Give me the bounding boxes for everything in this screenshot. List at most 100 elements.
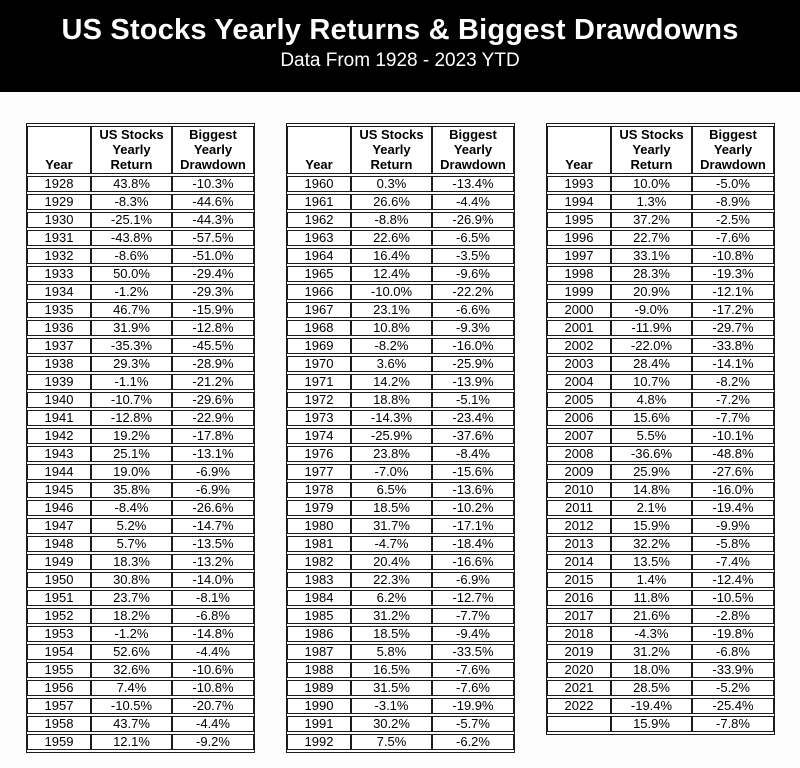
return-cell: 11.8%: [611, 590, 692, 606]
drawdown-cell: -7.8%: [692, 716, 774, 732]
column-header-year: Year: [287, 126, 351, 174]
return-cell: 18.8%: [351, 392, 432, 408]
return-cell: -1.2%: [91, 284, 172, 300]
year-cell: 1953: [27, 626, 91, 642]
return-cell: -25.9%: [351, 428, 432, 444]
table-row: 1945 35.8% -6.9%: [27, 482, 254, 498]
return-cell: -19.4%: [611, 698, 692, 714]
drawdown-cell: -4.4%: [432, 194, 514, 210]
drawdown-cell: -48.8%: [692, 446, 774, 462]
drawdown-cell: -6.9%: [432, 572, 514, 588]
year-cell: 1956: [27, 680, 91, 696]
drawdown-cell: -4.4%: [172, 716, 254, 732]
year-cell: 2017: [547, 608, 611, 624]
drawdown-cell: -2.5%: [692, 212, 774, 228]
table-row: 1943 25.1% -13.1%: [27, 446, 254, 462]
table-row: 1951 23.7% -8.1%: [27, 590, 254, 606]
table-row: 1982 20.4% -16.6%: [287, 554, 514, 570]
year-cell: 2012: [547, 518, 611, 534]
year-cell: 1939: [27, 374, 91, 390]
return-cell: 18.2%: [91, 608, 172, 624]
return-cell: 20.4%: [351, 554, 432, 570]
year-cell: 1971: [287, 374, 351, 390]
drawdown-cell: -14.0%: [172, 572, 254, 588]
drawdown-cell: -8.4%: [432, 446, 514, 462]
drawdown-cell: -6.9%: [172, 482, 254, 498]
year-cell: 1963: [287, 230, 351, 246]
table-row: 2016 11.8% -10.5%: [547, 590, 774, 606]
table-row: 1998 28.3% -19.3%: [547, 266, 774, 282]
table-row: 1972 18.8% -5.1%: [287, 392, 514, 408]
drawdown-cell: -7.6%: [432, 680, 514, 696]
year-cell: 2019: [547, 644, 611, 660]
return-cell: 14.8%: [611, 482, 692, 498]
page-subtitle: Data From 1928 - 2023 YTD: [280, 50, 520, 71]
table-row: 1970 3.6% -25.9%: [287, 356, 514, 372]
drawdown-cell: -6.6%: [432, 302, 514, 318]
table-row: 2020 18.0% -33.9%: [547, 662, 774, 678]
table-row: 1930 -25.1% -44.3%: [27, 212, 254, 228]
return-cell: 31.9%: [91, 320, 172, 336]
page-title: US Stocks Yearly Returns & Biggest Drawd…: [61, 14, 739, 46]
return-cell: 6.5%: [351, 482, 432, 498]
return-cell: -8.4%: [91, 500, 172, 516]
return-cell: 15.9%: [611, 518, 692, 534]
drawdown-cell: -7.7%: [692, 410, 774, 426]
year-cell: 1943: [27, 446, 91, 462]
year-cell: 2013: [547, 536, 611, 552]
drawdown-cell: -17.8%: [172, 428, 254, 444]
year-cell: 2009: [547, 464, 611, 480]
year-cell: 2021: [547, 680, 611, 696]
year-cell: 1985: [287, 608, 351, 624]
return-cell: -9.0%: [611, 302, 692, 318]
return-cell: 33.1%: [611, 248, 692, 264]
return-cell: 18.3%: [91, 554, 172, 570]
column-header-return: US Stocks Yearly Return: [611, 126, 692, 174]
year-cell: 1959: [27, 734, 91, 750]
table-row: 1974 -25.9% -37.6%: [287, 428, 514, 444]
year-cell: 1984: [287, 590, 351, 606]
return-cell: 37.2%: [611, 212, 692, 228]
table-row: 1985 31.2% -7.7%: [287, 608, 514, 624]
drawdown-cell: -10.6%: [172, 662, 254, 678]
drawdown-cell: -16.0%: [692, 482, 774, 498]
year-cell: 1957: [27, 698, 91, 714]
return-cell: 13.5%: [611, 554, 692, 570]
year-cell: 2004: [547, 374, 611, 390]
drawdown-cell: -19.4%: [692, 500, 774, 516]
year-cell: 1988: [287, 662, 351, 678]
table-row: 1971 14.2% -13.9%: [287, 374, 514, 390]
returns-table-1993-2023: Year US Stocks Yearly Return Biggest Yea…: [546, 123, 775, 735]
year-cell: 2005: [547, 392, 611, 408]
drawdown-cell: -51.0%: [172, 248, 254, 264]
drawdown-cell: -16.6%: [432, 554, 514, 570]
year-cell: 1968: [287, 320, 351, 336]
table-row: 1957 -10.5% -20.7%: [27, 698, 254, 714]
drawdown-cell: -7.6%: [692, 230, 774, 246]
table-row: 2004 10.7% -8.2%: [547, 374, 774, 390]
year-cell: 2018: [547, 626, 611, 642]
drawdown-cell: -7.7%: [432, 608, 514, 624]
drawdown-cell: -57.5%: [172, 230, 254, 246]
table-row: 2010 14.8% -16.0%: [547, 482, 774, 498]
return-cell: 18.5%: [351, 626, 432, 642]
drawdown-cell: -21.2%: [172, 374, 254, 390]
return-cell: 23.1%: [351, 302, 432, 318]
return-cell: 5.8%: [351, 644, 432, 660]
year-cell: 2020: [547, 662, 611, 678]
return-cell: -8.3%: [91, 194, 172, 210]
drawdown-cell: -7.4%: [692, 554, 774, 570]
drawdown-cell: -26.6%: [172, 500, 254, 516]
return-cell: -8.2%: [351, 338, 432, 354]
return-cell: 18.0%: [611, 662, 692, 678]
year-cell: 1989: [287, 680, 351, 696]
return-cell: 28.3%: [611, 266, 692, 282]
return-cell: 31.2%: [351, 608, 432, 624]
year-cell: 1965: [287, 266, 351, 282]
table-row: 1984 6.2% -12.7%: [287, 590, 514, 606]
year-cell: 1967: [287, 302, 351, 318]
table-row: 1991 30.2% -5.7%: [287, 716, 514, 732]
drawdown-cell: -14.7%: [172, 518, 254, 534]
table-row: 1929 -8.3% -44.6%: [27, 194, 254, 210]
year-cell: 1997: [547, 248, 611, 264]
